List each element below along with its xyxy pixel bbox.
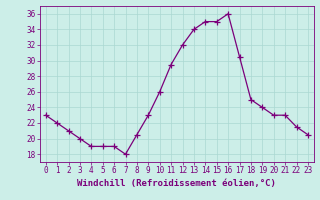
X-axis label: Windchill (Refroidissement éolien,°C): Windchill (Refroidissement éolien,°C) <box>77 179 276 188</box>
